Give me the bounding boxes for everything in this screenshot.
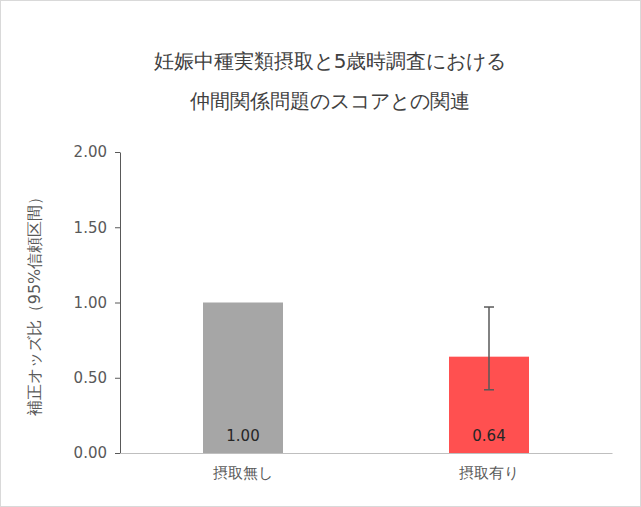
y-tick-mark (115, 152, 120, 153)
error-bar-cap (484, 389, 494, 391)
y-tick-label: 0.00 (74, 444, 107, 462)
y-axis: 0.00 0.50 1.00 1.50 2.00 (74, 143, 121, 462)
y-tick-mark (115, 453, 120, 454)
y-tick-mark (115, 303, 120, 304)
data-label: 1.00 (226, 427, 259, 445)
x-tick-label: 摂取有り (459, 464, 519, 482)
x-tick: 摂取有り (459, 453, 519, 482)
y-tick-label: 1.00 (74, 294, 107, 312)
y-tick-label: 1.50 (74, 219, 107, 237)
error-bar (484, 307, 494, 390)
error-bar-cap (484, 306, 494, 308)
y-tick-label: 0.50 (74, 369, 107, 387)
x-axis-line (121, 453, 613, 454)
error-bar-line (488, 307, 490, 390)
y-tick: 1.50 (74, 219, 120, 237)
y-tick-mark (115, 227, 120, 228)
x-tick: 摂取無し (213, 453, 273, 482)
chart: 妊娠中種実類摂取と5歳時調査における仲間関係問題のスコアとの関連補正オッズ比（9… (0, 0, 641, 507)
data-labels: 1.00 0.64 (226, 427, 505, 445)
plot: 0.00 0.50 1.00 1.50 2.00 摂取無し 摂取有り 1.00 0.64 (74, 143, 613, 481)
data-label: 0.64 (472, 427, 505, 445)
y-tick: 2.00 (74, 143, 120, 161)
bars (203, 303, 529, 454)
y-tick: 0.00 (74, 444, 120, 462)
y-tick-label: 2.00 (74, 143, 107, 161)
y-tick: 0.50 (74, 369, 120, 387)
y-axis-line (120, 153, 121, 454)
y-tick-mark (115, 378, 120, 379)
y-tick: 1.00 (74, 294, 120, 312)
x-tick-label: 摂取無し (213, 464, 273, 482)
chart-frame (1, 1, 641, 507)
x-axis: 摂取無し 摂取有り (121, 453, 613, 482)
y-axis-title: 補正オッズ比（95%信頼区間） (25, 189, 44, 417)
chart-title: 妊娠中種実類摂取と5歳時調査における (154, 49, 507, 73)
chart-title: 仲間関係問題のスコアとの関連 (190, 89, 470, 113)
bar (203, 303, 283, 454)
